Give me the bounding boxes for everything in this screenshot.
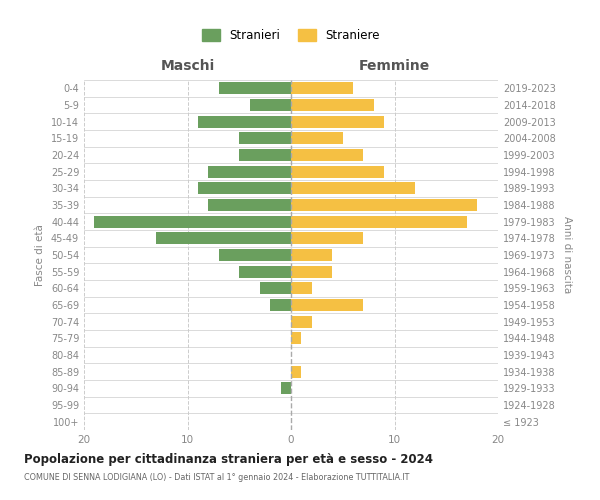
Legend: Stranieri, Straniere: Stranieri, Straniere [197, 24, 385, 46]
Bar [271, 299, 291, 311]
Y-axis label: Fasce di età: Fasce di età [35, 224, 45, 286]
Bar [291, 232, 364, 244]
Bar [291, 282, 312, 294]
Bar [291, 82, 353, 94]
Bar [218, 249, 291, 261]
Bar [198, 182, 291, 194]
Bar [291, 116, 384, 128]
Bar [239, 266, 291, 278]
Bar [291, 299, 364, 311]
Bar [291, 149, 364, 161]
Bar [208, 166, 291, 177]
Bar [198, 116, 291, 128]
Bar [291, 366, 301, 378]
Bar [291, 132, 343, 144]
Text: Popolazione per cittadinanza straniera per età e sesso - 2024: Popolazione per cittadinanza straniera p… [24, 452, 433, 466]
Bar [260, 282, 291, 294]
Bar [239, 149, 291, 161]
Bar [208, 199, 291, 211]
Text: Femmine: Femmine [359, 59, 430, 73]
Text: COMUNE DI SENNA LODIGIANA (LO) - Dati ISTAT al 1° gennaio 2024 - Elaborazione TU: COMUNE DI SENNA LODIGIANA (LO) - Dati IS… [24, 472, 409, 482]
Y-axis label: Anni di nascita: Anni di nascita [562, 216, 572, 294]
Bar [291, 182, 415, 194]
Bar [281, 382, 291, 394]
Bar [218, 82, 291, 94]
Bar [157, 232, 291, 244]
Bar [291, 199, 478, 211]
Bar [291, 332, 301, 344]
Bar [291, 316, 312, 328]
Text: Maschi: Maschi [160, 59, 215, 73]
Bar [291, 99, 374, 111]
Bar [291, 266, 332, 278]
Bar [94, 216, 291, 228]
Bar [291, 216, 467, 228]
Bar [291, 166, 384, 177]
Bar [239, 132, 291, 144]
Bar [250, 99, 291, 111]
Bar [291, 249, 332, 261]
